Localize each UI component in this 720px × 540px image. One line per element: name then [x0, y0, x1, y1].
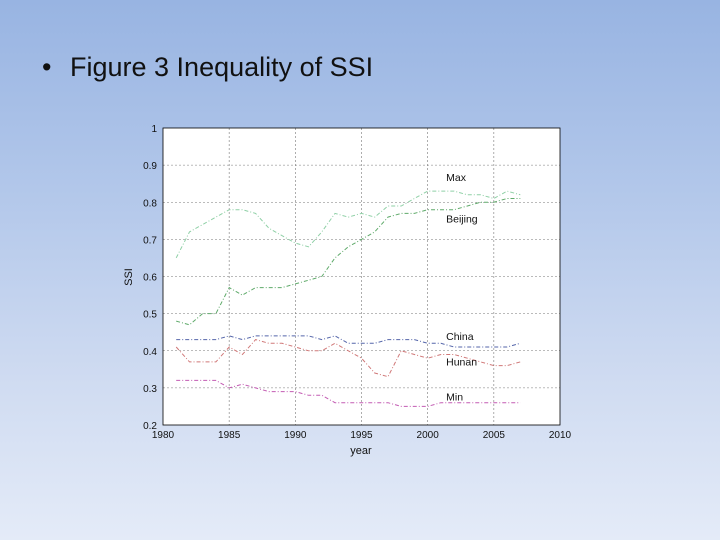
y-tick-label: 0.4: [143, 347, 157, 358]
x-tick-label: 1985: [218, 430, 241, 441]
series-line-hunan: [175, 339, 521, 378]
y-tick-label: 0.9: [143, 161, 157, 172]
plot-frame: [162, 127, 561, 426]
series-line-beijing: [176, 198, 521, 326]
x-tick-label: 2000: [417, 430, 440, 441]
series-label-min: Min: [446, 392, 463, 404]
y-tick-label: 0.6: [143, 273, 157, 284]
series-line-max: [175, 190, 521, 259]
y-tick-label: 0.7: [143, 235, 157, 246]
series-label-hunan: Hunan: [446, 356, 477, 368]
series-layer: [175, 190, 521, 407]
x-tick-label: 1980: [152, 430, 175, 441]
title-text: Figure 3 Inequality of SSI: [70, 52, 374, 82]
y-tick-label: 1: [151, 124, 157, 135]
y-axis-label: SSI: [123, 268, 135, 286]
y-tick-label: 0.8: [143, 198, 157, 209]
grid-lines: [163, 128, 560, 425]
x-tick-label: 1995: [350, 430, 373, 441]
x-tick-label: 2005: [483, 430, 506, 441]
series-label-beijing: Beijing: [446, 214, 478, 226]
series-label-max: Max: [446, 172, 467, 184]
series-label-china: China: [446, 331, 474, 343]
x-tick-label: 1990: [284, 430, 307, 441]
x-tick-label: 2010: [549, 430, 572, 441]
y-tick-label: 0.2: [143, 421, 157, 432]
title-bullet: •: [42, 52, 52, 82]
y-tick-label: 0.3: [143, 384, 157, 395]
x-axis-label: year: [350, 445, 372, 457]
series-labels: Max Beijing China Hunan Min: [446, 172, 478, 404]
tick-labels: 1980 1985 1990 1995 2000 2005 2010 0.2 0.3 0.4 0.5…: [143, 124, 571, 441]
slide-title: • Figure 3 Inequality of SSI: [42, 52, 373, 83]
y-tick-label: 0.5: [143, 310, 157, 321]
